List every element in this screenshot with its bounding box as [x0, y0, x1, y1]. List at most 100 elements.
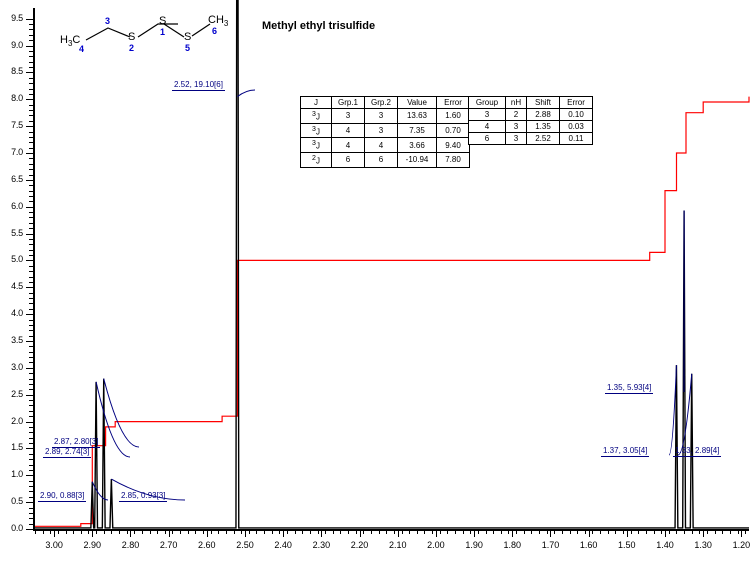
y-tick-label: 3.5 — [11, 335, 23, 345]
y-tick-minor — [29, 357, 33, 359]
x-tick-major — [283, 531, 285, 537]
y-tick-minor — [29, 34, 33, 36]
y-tick-minor — [29, 190, 33, 192]
x-tick-minor — [302, 531, 304, 534]
x-tick-minor — [73, 531, 75, 534]
y-tick-label: 6.5 — [11, 173, 23, 184]
table-row: 3J 4 3 7.35 0.70 — [300, 122, 470, 139]
x-tick-minor — [554, 531, 556, 534]
coupling-constants-table: J Grp.1 Grp.2 Value Error 3J 3 3 13.63 1.60 3… — [300, 96, 470, 168]
col-nh: nH — [505, 96, 527, 109]
x-tick-label: 1.20 — [732, 540, 751, 550]
x-tick-minor — [539, 531, 540, 534]
molecule-atom-s2: S — [128, 31, 136, 43]
y-tick-minor — [29, 496, 33, 498]
y-tick-minor — [29, 459, 33, 461]
x-tick-minor — [325, 531, 327, 534]
x-tick-minor — [569, 531, 571, 534]
x-tick-minor — [546, 531, 548, 534]
x-tick-minor — [729, 531, 731, 534]
x-tick-minor — [294, 531, 296, 534]
x-tick-minor — [439, 531, 441, 534]
cell-nh: 3 — [505, 120, 527, 133]
cell-grp1: 4 — [331, 122, 365, 139]
x-tick-minor — [195, 531, 197, 534]
x-tick-minor — [50, 531, 52, 534]
x-tick-minor — [35, 531, 36, 534]
y-tick-major — [26, 475, 33, 477]
x-tick-minor — [164, 531, 166, 534]
y-tick-major — [26, 45, 33, 47]
x-tick-label: 2.60 — [198, 540, 216, 550]
peak-label-1.33: 1.33, 2.89[4] — [673, 446, 722, 457]
x-tick-major — [626, 531, 628, 537]
x-axis — [33, 529, 749, 531]
y-tick-minor — [29, 77, 33, 79]
x-tick-minor — [332, 531, 334, 534]
y-tick-minor — [29, 346, 33, 348]
x-tick-minor — [592, 531, 594, 534]
x-tick-minor — [623, 531, 624, 534]
y-tick-minor — [29, 228, 33, 230]
x-tick-minor — [134, 531, 136, 534]
x-tick-minor — [584, 531, 586, 534]
x-tick-minor — [233, 531, 235, 534]
y-tick-minor — [29, 265, 33, 267]
y-tick-minor — [29, 324, 33, 326]
y-tick-minor — [29, 335, 33, 337]
x-tick-minor — [493, 531, 495, 534]
y-tick-minor — [29, 93, 33, 95]
molecule-atom-s5: S — [184, 31, 192, 43]
x-tick-minor — [508, 531, 510, 534]
x-tick-minor — [577, 531, 579, 534]
y-tick-label: 8.0 — [11, 93, 23, 104]
y-tick-label: 3.0 — [11, 361, 23, 372]
y-tick-minor — [29, 67, 33, 69]
y-tick-minor — [29, 453, 33, 455]
cell-error: 0.03 — [559, 120, 593, 133]
y-tick-minor — [29, 50, 33, 52]
x-tick-minor — [615, 531, 617, 534]
x-tick-major — [512, 531, 514, 537]
cell-nh: 3 — [505, 132, 527, 145]
x-tick-minor — [462, 531, 464, 534]
y-tick-major — [26, 206, 33, 208]
col-grp2: Grp.2 — [364, 96, 398, 109]
peak-label-2.90: 2.90, 0.88[3] — [38, 491, 87, 502]
y-tick-minor — [29, 271, 33, 273]
table-header-row: Group nH Shift Error — [468, 96, 593, 109]
x-tick-minor — [432, 531, 434, 534]
x-tick-minor — [119, 531, 120, 534]
molecule-number-3: 3 — [105, 16, 111, 26]
x-tick-minor — [714, 531, 716, 534]
x-tick-minor — [103, 531, 105, 534]
y-tick-minor — [29, 330, 33, 332]
cell-shift: 1.35 — [526, 120, 560, 133]
molecule-number-4: 4 — [79, 44, 85, 54]
y-tick-label: 6.0 — [11, 200, 23, 211]
x-tick-minor — [386, 531, 388, 534]
x-tick-minor — [645, 531, 647, 534]
x-tick-major — [665, 531, 666, 537]
x-tick-major — [741, 531, 743, 537]
table-row: 2J 6 6 -10.94 7.80 — [300, 151, 470, 168]
y-tick-label: 2.5 — [11, 388, 23, 399]
y-tick-minor — [29, 432, 33, 434]
cell-error: 0.11 — [559, 132, 593, 145]
x-tick-label: 1.50 — [618, 540, 636, 550]
cell-error: 0.70 — [436, 122, 470, 139]
y-tick-minor — [29, 249, 33, 251]
molecule-atom-s1: S — [159, 15, 167, 27]
x-tick-minor — [401, 531, 403, 534]
y-tick-label: 2.0 — [11, 415, 23, 426]
y-tick-label: 4.5 — [11, 281, 23, 292]
y-tick-minor — [29, 426, 33, 428]
peak-label-2.52: 2.52, 19.10[6] — [172, 80, 225, 91]
x-tick-minor — [80, 531, 82, 534]
cell-error: 9.40 — [436, 137, 470, 153]
x-tick-minor — [653, 531, 655, 534]
x-tick-minor — [279, 531, 281, 534]
x-tick-minor — [500, 531, 502, 534]
x-tick-minor — [172, 531, 174, 534]
